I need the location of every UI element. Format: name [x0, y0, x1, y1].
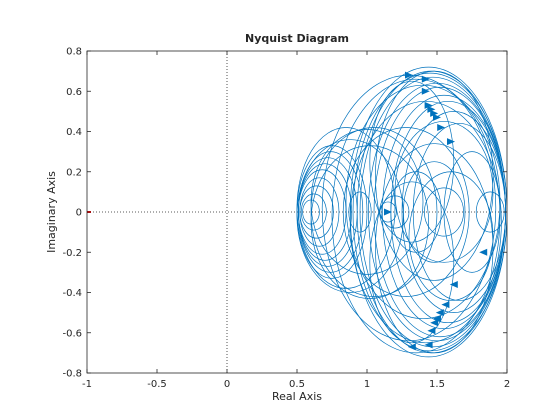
- nyquist-loop: [300, 193, 327, 231]
- nyquist-loop: [296, 139, 404, 293]
- nyquist-loop: [375, 70, 494, 281]
- direction-arrow: [384, 208, 392, 216]
- y-tick-label: 0.2: [66, 167, 82, 178]
- chart-title: Nyquist Diagram: [245, 32, 349, 45]
- direction-arrow: [441, 301, 450, 309]
- direction-arrow: [427, 105, 436, 113]
- direction-arrow: [479, 248, 488, 256]
- direction-arrow: [435, 309, 444, 317]
- direction-arrow: [433, 113, 441, 121]
- x-tick-label: 2: [504, 379, 510, 390]
- direction-arrow: [437, 123, 446, 131]
- y-axis-ticks: -0.8 -0.6 -0.4 -0.2 0 0.2 0.4 0.6 0.8: [62, 47, 507, 380]
- nyquist-loop: [342, 127, 470, 297]
- nyquist-loop: [369, 80, 455, 243]
- nyquist-loop: [348, 191, 372, 233]
- direction-arrows: [384, 71, 488, 351]
- nyquist-loop: [298, 169, 347, 255]
- y-tick-label: 0.6: [66, 87, 82, 98]
- y-axis-label: Imaginary Axis: [45, 171, 58, 253]
- x-tick-label: 0.5: [289, 379, 305, 390]
- x-tick-label: -0.5: [147, 379, 167, 390]
- nyquist-loop: [310, 145, 429, 299]
- direction-arrow: [424, 341, 433, 349]
- direction-arrow: [421, 75, 430, 83]
- y-tick-label: 0.8: [66, 47, 82, 58]
- direction-arrow: [449, 280, 458, 288]
- direction-arrow: [427, 327, 436, 335]
- x-axis-label: Real Axis: [272, 390, 322, 403]
- x-axis-ticks: -1 -0.5 0 0.5 1 1.5 2: [82, 51, 510, 390]
- direction-arrow: [447, 138, 455, 146]
- nyquist-loop: [443, 151, 501, 273]
- y-tick-label: -0.8: [62, 369, 82, 380]
- nyquist-loop: [299, 185, 334, 239]
- nyquist-loop: [380, 195, 410, 229]
- direction-arrow: [407, 343, 416, 351]
- y-tick-label: -0.6: [62, 328, 82, 339]
- x-tick-label: 1: [364, 379, 370, 390]
- direction-arrow: [405, 71, 413, 79]
- direction-arrow: [421, 87, 430, 95]
- nyquist-loop: [375, 143, 494, 354]
- y-tick-label: 0.4: [66, 127, 82, 138]
- y-tick-label: 0: [76, 208, 82, 219]
- direction-arrow: [430, 109, 439, 117]
- x-tick-label: 1.5: [429, 379, 445, 390]
- direction-arrow: [433, 315, 441, 323]
- direction-arrow: [430, 319, 439, 327]
- y-tick-label: -0.4: [62, 288, 82, 299]
- y-tick-label: -0.2: [62, 248, 82, 259]
- direction-arrow: [424, 101, 433, 109]
- x-tick-label: 0: [224, 379, 230, 390]
- x-tick-label: -1: [82, 379, 92, 390]
- nyquist-loop: [310, 129, 424, 275]
- nyquist-loop: [369, 181, 455, 344]
- nyquist-loop: [379, 201, 397, 223]
- nyquist-loop: [424, 187, 464, 237]
- nyquist-loop: [394, 121, 494, 263]
- nyquist-loop: [345, 84, 501, 320]
